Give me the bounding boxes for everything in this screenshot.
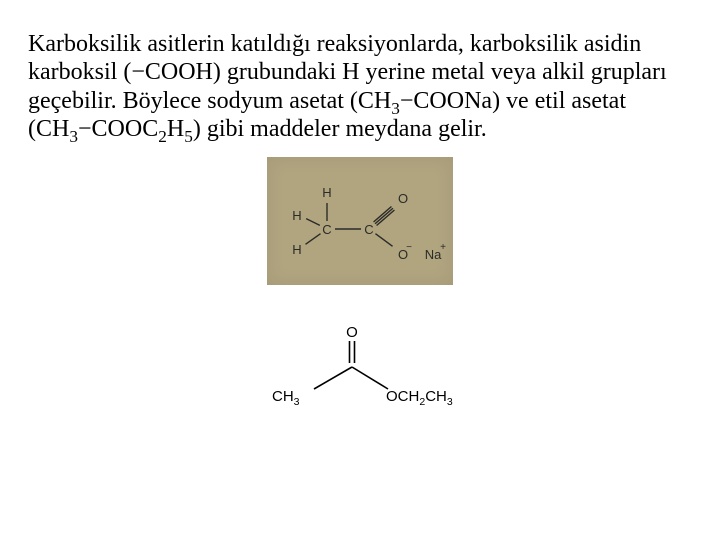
sodium-acetate-figure: CCHHHOO−Na+ (267, 157, 453, 285)
svg-text:C: C (364, 222, 373, 237)
svg-text:−: − (406, 242, 412, 253)
svg-text:H: H (292, 208, 301, 223)
svg-text:H: H (292, 242, 301, 257)
paragraph: Karboksilik asitlerin katıldığı reaksiyo… (28, 30, 692, 143)
svg-text:H: H (322, 185, 331, 200)
ethyl-acetate-figure: O CH3 OCH2CH3 (260, 311, 460, 419)
svg-text:OCH2CH3: OCH2CH3 (386, 388, 453, 408)
svg-text:O: O (346, 324, 358, 341)
svg-text:CH3: CH3 (272, 388, 300, 408)
svg-text:O: O (398, 191, 408, 206)
svg-text:+: + (440, 242, 446, 253)
svg-text:C: C (322, 222, 331, 237)
